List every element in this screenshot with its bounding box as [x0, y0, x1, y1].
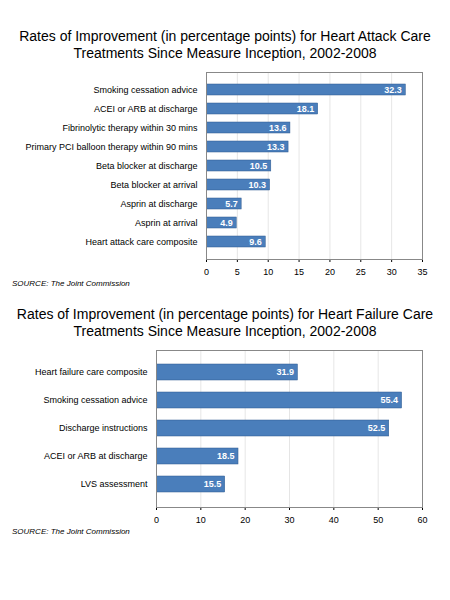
- svg-text:Beta blocker at arrival: Beta blocker at arrival: [110, 180, 197, 190]
- svg-text:Smoking cessation advice: Smoking cessation advice: [43, 395, 147, 405]
- svg-text:20: 20: [240, 515, 250, 525]
- svg-text:10: 10: [196, 515, 206, 525]
- svg-text:60: 60: [417, 515, 427, 525]
- svg-text:9.6: 9.6: [249, 237, 262, 247]
- svg-text:ACEI or ARB at discharge: ACEI or ARB at discharge: [94, 104, 198, 114]
- svg-text:5: 5: [235, 267, 240, 277]
- svg-text:25: 25: [356, 267, 366, 277]
- svg-text:52.5: 52.5: [368, 423, 386, 433]
- svg-text:Asprin at arrival: Asprin at arrival: [135, 218, 198, 228]
- svg-text:50: 50: [373, 515, 383, 525]
- svg-text:Asprin at discharge: Asprin at discharge: [120, 199, 197, 209]
- svg-text:30: 30: [284, 515, 294, 525]
- svg-text:Beta blocker at discharge: Beta blocker at discharge: [96, 161, 198, 171]
- svg-text:30: 30: [387, 267, 397, 277]
- svg-text:20: 20: [325, 267, 335, 277]
- html-text:SOURCE: The Joint Commission: SOURCE: The Joint Commission: [12, 279, 130, 288]
- svg-text:32.3: 32.3: [384, 85, 402, 95]
- svg-text:13.3: 13.3: [267, 142, 285, 152]
- svg-text:15.5: 15.5: [204, 479, 222, 489]
- svg-text:Discharge instructions: Discharge instructions: [59, 423, 148, 433]
- svg-text:5.7: 5.7: [225, 199, 238, 209]
- svg-text:31.9: 31.9: [276, 367, 294, 377]
- svg-text:Smoking cessation advice: Smoking cessation advice: [93, 85, 197, 95]
- svg-text:18.1: 18.1: [297, 104, 315, 114]
- svg-text:Heart failure care composite: Heart failure care composite: [35, 367, 148, 377]
- svg-text:10.5: 10.5: [250, 161, 268, 171]
- svg-text:4.9: 4.9: [220, 218, 233, 228]
- svg-text:10.3: 10.3: [249, 180, 267, 190]
- svg-text:10: 10: [263, 267, 273, 277]
- html-text:Rates of Improvement (in perce: Rates of Improvement (in percentage poin…: [19, 28, 431, 61]
- html-text:Rates of Improvement (in perce: Rates of Improvement (in percentage poin…: [16, 306, 434, 339]
- svg-text:15: 15: [294, 267, 304, 277]
- svg-text:40: 40: [329, 515, 339, 525]
- svg-text:55.4: 55.4: [381, 395, 399, 405]
- svg-text:13.6: 13.6: [269, 123, 287, 133]
- svg-text:18.5: 18.5: [217, 451, 235, 461]
- svg-text:35: 35: [417, 267, 427, 277]
- html-text:SOURCE: The Joint Commission: SOURCE: The Joint Commission: [12, 527, 130, 536]
- svg-text:Primary PCI balloon therapy wi: Primary PCI balloon therapy within 90 mi…: [25, 142, 198, 152]
- svg-text:0: 0: [154, 515, 159, 525]
- svg-text:Fibrinolytic therapy within 30: Fibrinolytic therapy within 30 mins: [62, 123, 198, 133]
- svg-text:0: 0: [204, 267, 209, 277]
- svg-text:LVS assessment: LVS assessment: [81, 479, 148, 489]
- svg-text:ACEI or ARB at discharge: ACEI or ARB at discharge: [44, 451, 148, 461]
- svg-text:Heart attack care composite: Heart attack care composite: [85, 237, 197, 247]
